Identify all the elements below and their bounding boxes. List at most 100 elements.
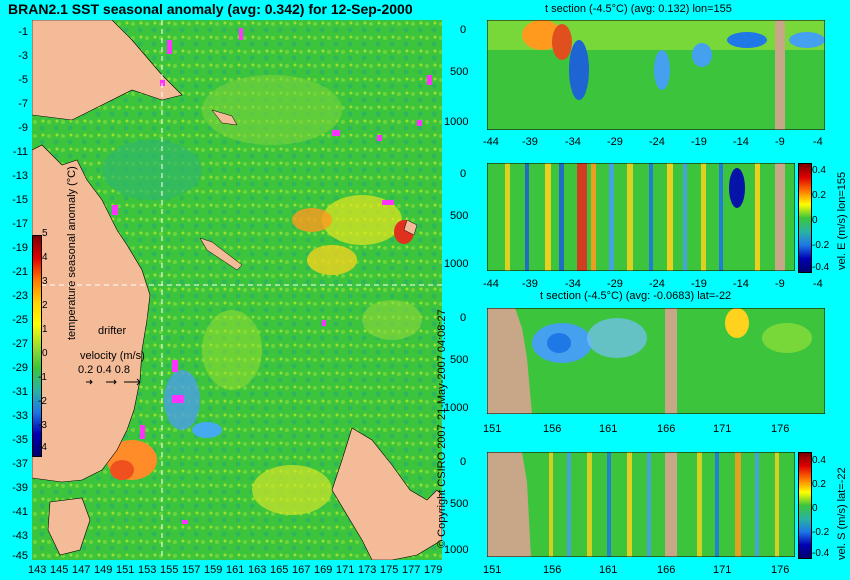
map-x-tick: 175 xyxy=(380,564,399,576)
panel2-colorbar-tick: -0.4 xyxy=(812,262,830,273)
panel1-section xyxy=(487,20,825,130)
panel1-y-tick: 0 xyxy=(460,24,467,36)
panel2-x-tick: -39 xyxy=(522,278,538,290)
map-x-tick: 143 xyxy=(28,564,47,576)
map-colorbar-tick: 4 xyxy=(42,252,48,263)
anomaly-features xyxy=(72,75,422,515)
panel1-x-tick: -14 xyxy=(733,136,749,148)
panel2-y-tick: 0 xyxy=(460,168,467,180)
panel4-colorbar-tick: -0.4 xyxy=(812,548,830,559)
panel1-x-tick: -34 xyxy=(565,136,581,148)
panel4-colorbar-label: vel. S (m/s) lat=-22 xyxy=(836,467,848,560)
panel2-colorbar-label: vel. E (m/s) lon=155 xyxy=(836,171,848,270)
map-colorbar-label: temperature seasonal anomaly (°C) xyxy=(66,166,78,340)
map-y-tick: -43 xyxy=(12,530,28,542)
panel4-x-tick: 151 xyxy=(483,564,502,576)
map-y-tick: -25 xyxy=(12,314,28,326)
panel1-x-tick: -19 xyxy=(691,136,707,148)
map-y-tick: -7 xyxy=(18,98,28,110)
map-colorbar-tick: 1 xyxy=(42,324,48,335)
panel2-y-tick: 500 xyxy=(450,210,469,222)
map-x-tick: 145 xyxy=(50,564,69,576)
panel4-y-tick: 0 xyxy=(460,456,467,468)
velocity-arrows xyxy=(86,378,141,386)
map-colorbar xyxy=(32,235,42,457)
panel4-x-tick: 161 xyxy=(599,564,618,576)
panel4-colorbar-tick: 0 xyxy=(812,503,818,514)
map-y-tick: -31 xyxy=(12,386,28,398)
panel2-x-tick: -34 xyxy=(565,278,581,290)
map-colorbar-tick: -4 xyxy=(38,442,47,453)
map-y-tick: -13 xyxy=(12,170,28,182)
map-x-tick: 157 xyxy=(182,564,201,576)
sst-map xyxy=(32,20,442,560)
panel2-colorbar-tick: 0 xyxy=(812,215,818,226)
map-x-tick: 147 xyxy=(72,564,91,576)
map-y-tick: -3 xyxy=(18,50,28,62)
map-y-tick: -33 xyxy=(12,410,28,422)
copyright-text: © Copyright CSIRO 2007 xyxy=(436,424,448,548)
map-y-tick: -35 xyxy=(12,434,28,446)
panel2-x-tick: -4 xyxy=(813,278,823,290)
map-x-tick: 159 xyxy=(204,564,223,576)
map-y-tick: -41 xyxy=(12,506,28,518)
panel2-colorbar-tick: 0.4 xyxy=(812,165,826,176)
velocity-values: 0.2 0.4 0.8 xyxy=(78,364,130,376)
panel3-x-tick: 166 xyxy=(657,423,676,435)
map-y-tick: -27 xyxy=(12,338,28,350)
panel2-x-tick: -14 xyxy=(733,278,749,290)
new-zealand-land xyxy=(331,427,442,560)
map-colorbar-tick: 2 xyxy=(42,300,48,311)
panel1-x-tick: -9 xyxy=(775,136,785,148)
map-y-tick: -1 xyxy=(18,26,28,38)
panel1-x-tick: -29 xyxy=(607,136,623,148)
map-x-tick: 155 xyxy=(160,564,179,576)
panel1-title: t section (-4.5°C) (avg: 0.132) lon=155 xyxy=(545,3,732,15)
panel1-x-tick: -39 xyxy=(522,136,538,148)
panel1-x-tick: -4 xyxy=(813,136,823,148)
map-colorbar-tick: 3 xyxy=(42,276,48,287)
map-x-tick: 173 xyxy=(358,564,377,576)
map-colorbar-tick: 0 xyxy=(42,348,48,359)
map-y-tick: -21 xyxy=(12,266,28,278)
map-x-tick: 163 xyxy=(248,564,267,576)
map-y-tick: -9 xyxy=(18,122,28,134)
map-y-tick: -19 xyxy=(12,242,28,254)
panel1-y-tick: 1000 xyxy=(444,116,469,128)
panel3-x-tick: 151 xyxy=(483,423,502,435)
panel3-y-tick: 500 xyxy=(450,354,469,366)
map-x-axis: 143 145 147 149 151 153 155 157 159 161 … xyxy=(28,564,443,578)
map-title: BRAN2.1 SST seasonal anomaly (avg: 0.342… xyxy=(8,1,413,17)
new-guinea-land xyxy=(32,20,183,121)
panel3-section xyxy=(487,308,825,414)
new-caledonia-land xyxy=(199,237,243,271)
panel2-x-tick: -44 xyxy=(483,278,499,290)
map-x-tick: 171 xyxy=(336,564,355,576)
map-x-tick: 151 xyxy=(116,564,135,576)
map-y-tick: -23 xyxy=(12,290,28,302)
panel4-colorbar-tick: 0.4 xyxy=(812,455,826,466)
panel1-x-tick: -44 xyxy=(483,136,499,148)
map-x-tick: 153 xyxy=(138,564,157,576)
velocity-label: velocity (m/s) xyxy=(80,350,145,362)
map-x-tick: 169 xyxy=(314,564,333,576)
map-x-tick: 149 xyxy=(94,564,113,576)
drifter-label: drifter xyxy=(98,325,127,337)
panel4-section xyxy=(487,452,795,557)
panel2-x-tick: -19 xyxy=(691,278,707,290)
map-y-tick: -17 xyxy=(12,218,28,230)
map-x-tick: 167 xyxy=(292,564,311,576)
map-x-tick: 179 xyxy=(424,564,443,576)
map-x-tick: 165 xyxy=(270,564,289,576)
map-colorbar-tick: 5 xyxy=(42,228,48,239)
panel2-colorbar-tick: 0.2 xyxy=(812,190,826,201)
tasmania-land xyxy=(47,497,91,556)
panel4-x-tick: 171 xyxy=(713,564,732,576)
panel3-y-tick: 1000 xyxy=(444,402,469,414)
panel2-x-tick: -9 xyxy=(775,278,785,290)
map-y-tick: -29 xyxy=(12,362,28,374)
panel2-y-tick: 1000 xyxy=(444,258,469,270)
map-x-tick: 161 xyxy=(226,564,245,576)
panel4-y-tick: 500 xyxy=(450,498,469,510)
map-y-tick: -37 xyxy=(12,458,28,470)
